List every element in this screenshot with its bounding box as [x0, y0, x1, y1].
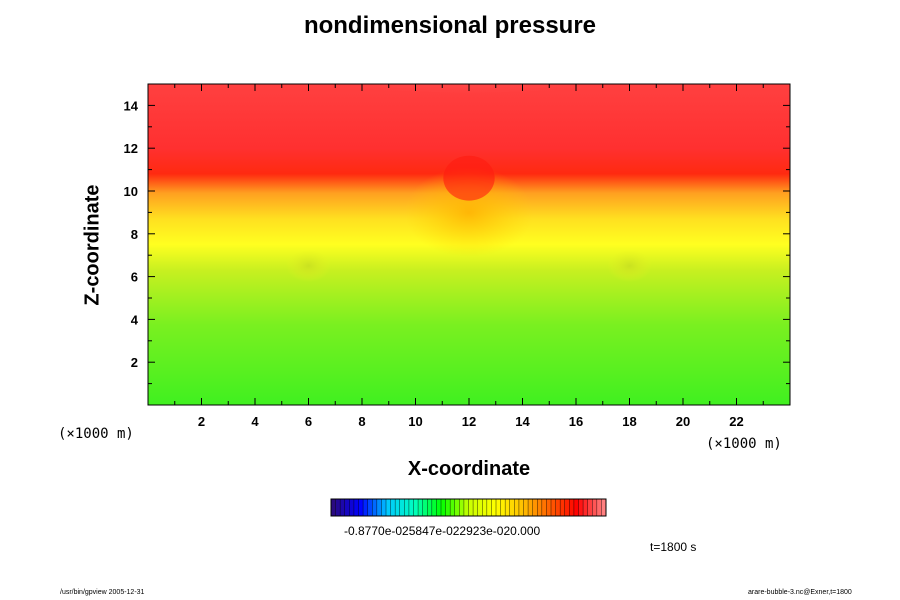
colorbar-cell [518, 499, 524, 516]
colorbar-cell [353, 499, 359, 516]
x-tick-label: 16 [569, 414, 583, 429]
colorbar-cell [390, 499, 396, 516]
y-tick-label: 8 [131, 227, 138, 242]
colorbar-cell [505, 499, 511, 516]
colorbar-cell [450, 499, 456, 516]
colorbar-cell [363, 499, 368, 516]
colorbar-cell [537, 499, 543, 516]
time-label: t=1800 s [650, 540, 697, 554]
colorbar-cell [418, 499, 423, 516]
colorbar-cell [404, 499, 410, 516]
x-unit-label: (×1000 m) [706, 436, 782, 452]
y-tick-label: 12 [124, 141, 138, 156]
side-lobe-1 [286, 249, 331, 282]
colorbar-cell [546, 499, 552, 516]
colorbar-cell [436, 499, 442, 516]
colorbar-cell [514, 499, 520, 516]
colorbar-cell [491, 499, 497, 516]
colorbar-cell [583, 499, 588, 516]
side-lobe-2 [607, 249, 652, 282]
colorbar-cell [496, 499, 501, 516]
colorbar-cell [573, 499, 579, 516]
y-axis-ticks: 2 4 6 8 10 12 14 [124, 98, 790, 385]
x-axis-label: X-coordinate [407, 458, 531, 480]
x-tick-label: 12 [462, 414, 476, 429]
colorbar-cell [422, 499, 428, 516]
colorbar-cell [408, 499, 414, 516]
colorbar-cell [399, 499, 405, 516]
colorbar-cell [335, 499, 341, 516]
x-tick-label: 14 [515, 414, 530, 429]
x-tick-label: 10 [408, 414, 422, 429]
y-axis-label: Z-coordinate [81, 184, 104, 306]
colorbar-cell [431, 499, 437, 516]
y-tick-label: 10 [124, 184, 138, 199]
colorbar-cell [454, 499, 460, 516]
colorbar-cell [372, 499, 378, 516]
x-tick-label: 20 [676, 414, 690, 429]
colorbar-cell [427, 499, 433, 516]
colorbar-cell [459, 499, 465, 516]
colorbar-cell [523, 499, 529, 516]
colorbar-cell [578, 499, 584, 516]
colorbar [330, 498, 607, 517]
colorbar-cell [477, 499, 483, 516]
y-tick-label: 2 [131, 355, 138, 370]
colorbar-cell [413, 499, 419, 516]
top-high-region [263, 84, 675, 136]
colorbar-cell [381, 499, 387, 516]
colorbar-cell [532, 499, 538, 516]
colorbar-cell [509, 499, 515, 516]
colorbar-frame [330, 498, 607, 517]
x-tick-label: 6 [305, 414, 312, 429]
x-tick-label: 18 [622, 414, 636, 429]
colorbar-cell [596, 499, 602, 516]
colorbar-cell [386, 499, 391, 516]
colorbar-tick-labels: -0.8770e-025847e-022923e-020.000 [344, 524, 541, 538]
colorbar-cell [441, 499, 446, 516]
footer-right: arare-bubble-3.nc@Exner,t=1800 [748, 589, 852, 596]
colorbar-cell [445, 499, 451, 516]
y-tick-label: 6 [131, 270, 138, 285]
colorbar-cell [349, 499, 355, 516]
colorbar-cell [569, 499, 575, 516]
colorbar-cell [344, 499, 350, 516]
colorbar-cell [551, 499, 556, 516]
y-tick-label: 4 [131, 312, 139, 327]
colorbar-cell [473, 499, 478, 516]
colorbar-cell [376, 499, 382, 516]
colorbar-cell [541, 499, 547, 516]
chart-title: nondimensional pressure [303, 12, 597, 39]
colorbar-cell [564, 499, 570, 516]
colorbar-cell [500, 499, 506, 516]
bubble-core [443, 155, 495, 201]
x-tick-label: 22 [729, 414, 743, 429]
colorbar-cell [468, 499, 474, 516]
x-tick-label: 4 [251, 414, 259, 429]
z-unit-label: (×1000 m) [58, 426, 134, 442]
footer-left: /usr/bin/gpview 2005-12-31 [60, 589, 145, 596]
pressure-field [148, 84, 790, 405]
colorbar-cell [367, 499, 373, 516]
x-axis-ticks: 2 4 6 8 10 12 14 16 18 20 22 [174, 84, 764, 429]
x-tick-label: 2 [198, 414, 205, 429]
colorbar-cell [358, 499, 364, 516]
colorbar-cell [601, 499, 607, 516]
colorbar-cell [331, 499, 336, 516]
colorbar-cell [395, 499, 401, 516]
colorbar-cell [592, 499, 598, 516]
colorbar-cell [587, 499, 593, 516]
colorbar-cell [463, 499, 469, 516]
x-tick-label: 8 [358, 414, 365, 429]
colorbar-cell [486, 499, 492, 516]
colorbar-cell [528, 499, 533, 516]
bubble-plume [404, 167, 534, 258]
y-tick-label: 14 [124, 98, 139, 113]
colorbar-cell [340, 499, 346, 516]
colorbar-cell [560, 499, 566, 516]
colorbar-cell [555, 499, 561, 516]
colorbar-cell [482, 499, 488, 516]
